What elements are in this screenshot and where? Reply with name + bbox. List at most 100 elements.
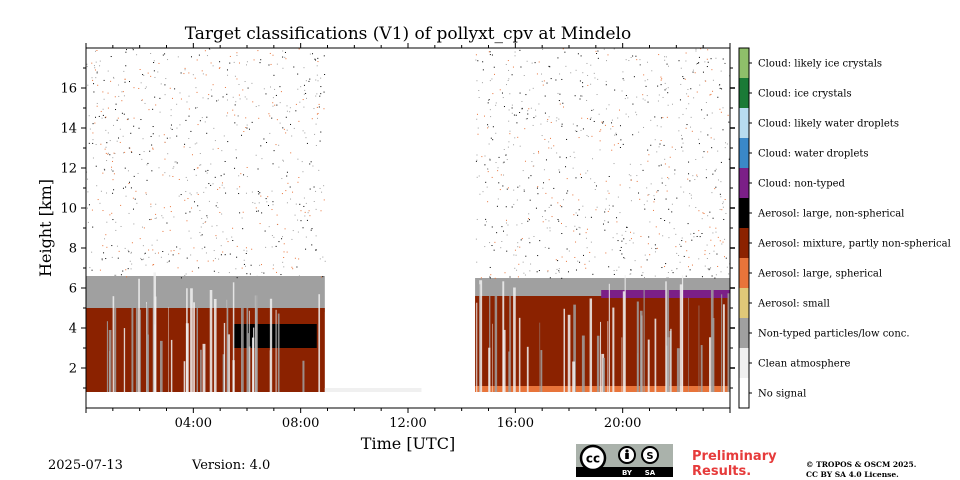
texture-dot <box>643 126 645 128</box>
texture-dot <box>299 203 301 205</box>
texture-dot <box>144 252 146 254</box>
texture-dot <box>590 64 592 66</box>
texture-dot <box>723 218 725 220</box>
texture-dot <box>580 129 582 131</box>
texture-dot <box>241 267 243 269</box>
texture-dot <box>630 200 632 202</box>
texture-dot <box>206 132 208 134</box>
texture-dot <box>553 145 555 147</box>
texture-dot <box>150 218 152 220</box>
texture-dot <box>103 252 105 254</box>
texture-dot <box>579 227 581 229</box>
texture-dot <box>591 109 593 111</box>
texture-dot <box>721 243 723 245</box>
texture-dot <box>312 53 314 55</box>
texture-dot <box>498 156 500 158</box>
texture-dot <box>648 236 650 238</box>
texture-dot <box>617 240 619 242</box>
texture-dot <box>217 206 219 208</box>
texture-dot <box>133 223 135 225</box>
texture-dot <box>153 263 155 265</box>
texture-dot <box>681 146 683 148</box>
texture-dot <box>272 97 274 99</box>
texture-dot <box>124 81 126 83</box>
texture-dot <box>271 246 273 248</box>
texture-dot <box>222 251 224 253</box>
texture-dot <box>92 157 94 159</box>
texture-dot <box>722 241 724 243</box>
texture-gap <box>712 318 715 392</box>
texture-dot <box>132 48 134 50</box>
texture-dot <box>320 77 322 79</box>
texture-dot <box>209 48 211 50</box>
texture-dot <box>623 257 625 259</box>
texture-dot <box>725 142 727 144</box>
texture-dot <box>282 127 284 129</box>
texture-dot <box>178 178 180 180</box>
texture-dot <box>501 241 503 243</box>
texture-dot <box>313 186 315 188</box>
texture-dot <box>206 217 208 219</box>
texture-dot <box>708 269 710 271</box>
texture-dot <box>168 261 170 263</box>
texture-dot <box>96 49 98 51</box>
texture-dot <box>246 124 248 126</box>
texture-dot <box>650 183 652 185</box>
texture-dot <box>655 226 657 228</box>
texture-gap <box>248 310 250 392</box>
texture-dot <box>115 229 117 231</box>
texture-dot <box>527 220 529 222</box>
texture-dot <box>714 188 716 190</box>
texture-gap <box>185 323 189 392</box>
texture-dot <box>590 241 592 243</box>
texture-dot <box>269 132 271 134</box>
texture-dot <box>558 169 560 171</box>
texture-dot <box>644 80 646 82</box>
texture-dot <box>511 107 513 109</box>
texture-dot <box>147 72 149 74</box>
texture-dot <box>521 100 523 102</box>
texture-dot <box>490 137 492 139</box>
texture-dot <box>653 195 655 197</box>
texture-dot <box>303 106 305 108</box>
texture-dot <box>485 221 487 223</box>
texture-dot <box>582 128 584 130</box>
texture-dot <box>717 96 719 98</box>
texture-dot <box>89 267 91 269</box>
texture-dot <box>701 232 703 234</box>
texture-dot <box>506 234 508 236</box>
texture-dot <box>555 259 557 261</box>
texture-dot <box>612 205 614 207</box>
texture-dot <box>658 165 660 167</box>
texture-dot <box>169 87 171 89</box>
texture-dot <box>142 74 144 76</box>
texture-dot <box>582 72 584 74</box>
texture-dot <box>548 179 550 181</box>
texture-dot <box>205 170 207 172</box>
texture-dot <box>298 48 300 50</box>
texture-dot <box>225 192 227 194</box>
texture-dot <box>646 95 648 97</box>
texture-dot <box>114 153 116 155</box>
texture-dot <box>130 268 132 270</box>
texture-dot <box>186 220 188 222</box>
colorbar-swatch <box>739 108 749 138</box>
texture-dot <box>630 269 632 271</box>
texture-dot <box>602 122 604 124</box>
texture-dot <box>301 161 303 163</box>
svg-text:S: S <box>646 451 653 462</box>
texture-dot <box>530 107 532 109</box>
texture-dot <box>668 166 670 168</box>
texture-dot <box>638 192 640 194</box>
texture-dot <box>260 195 262 197</box>
texture-gap <box>612 307 615 392</box>
texture-dot <box>503 148 505 150</box>
texture-dot <box>193 169 195 171</box>
texture-dot <box>304 215 306 217</box>
texture-dot <box>712 217 714 219</box>
texture-dot <box>154 76 156 78</box>
texture-dot <box>281 193 283 195</box>
texture-dot <box>191 154 193 156</box>
texture-dot <box>575 177 577 179</box>
texture-dot <box>648 154 650 156</box>
